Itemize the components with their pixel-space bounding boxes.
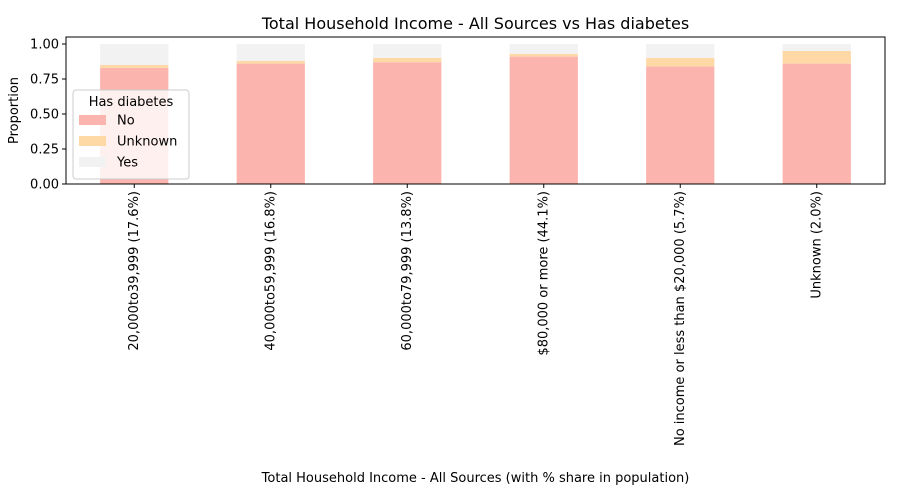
x-tick-label-1: 40,000to59,999 (16.8%): [263, 191, 278, 351]
bar-yes-2: [373, 44, 442, 58]
bar-yes-0: [100, 44, 169, 65]
y-tick-label-3: 0.75: [30, 73, 59, 88]
bar-no-5: [782, 63, 851, 184]
bar-unknown-2: [373, 58, 442, 63]
x-axis: 20,000to39,999 (17.6%) 40,000to59,999 (16…: [127, 184, 824, 446]
y-tick-label-2: 0.50: [30, 108, 59, 123]
y-tick-label-1: 0.25: [30, 143, 59, 158]
bars-group: [100, 44, 851, 185]
y-tick-label-4: 1.00: [30, 38, 59, 53]
legend-label-unknown: Unknown: [117, 135, 177, 150]
legend-swatch-yes: [79, 157, 106, 167]
bar-unknown-3: [509, 53, 578, 57]
bar-unknown-0: [100, 65, 169, 68]
x-tick-label-2: 60,000to79,999 (13.8%): [400, 191, 415, 351]
legend-label-yes: Yes: [116, 156, 138, 171]
y-axis-label: Proportion: [7, 77, 22, 144]
bar-no-4: [646, 66, 715, 184]
bar-yes-4: [646, 44, 715, 58]
legend-label-no: No: [117, 114, 135, 129]
bar-unknown-1: [236, 60, 305, 64]
legend-swatch-unknown: [79, 136, 106, 146]
bar-no-2: [373, 62, 442, 185]
bar-unknown-5: [782, 51, 851, 64]
x-tick-label-5: Unknown (2.0%): [809, 191, 824, 299]
x-tick-label-3: $80,000 or more (44.1%): [536, 191, 551, 356]
chart-title: Total Household Income - All Sources vs …: [261, 14, 689, 33]
legend-title: Has diabetes: [89, 95, 174, 110]
y-tick-label-0: 0.00: [30, 178, 59, 193]
bar-no-3: [509, 56, 578, 184]
x-axis-label: Total Household Income - All Sources (wi…: [261, 471, 690, 486]
legend-frame: [72, 89, 190, 180]
bar-yes-3: [509, 44, 578, 54]
bar-unknown-4: [646, 58, 715, 67]
x-tick-label-0: 20,000to39,999 (17.6%): [127, 191, 142, 351]
legend: Has diabetes No Unknown Yes: [72, 89, 190, 180]
y-axis: 0.00 0.25 0.50 0.75 1.00: [30, 38, 66, 193]
bar-no-1: [236, 63, 305, 184]
plot-frame: [65, 36, 886, 185]
legend-items: No Unknown Yes: [79, 114, 177, 171]
legend-swatch-no: [79, 115, 106, 125]
x-tick-label-4: No income or less than $20,000 (5.7%): [673, 191, 688, 446]
bar-yes-5: [782, 44, 851, 51]
bar-yes-1: [236, 44, 305, 61]
